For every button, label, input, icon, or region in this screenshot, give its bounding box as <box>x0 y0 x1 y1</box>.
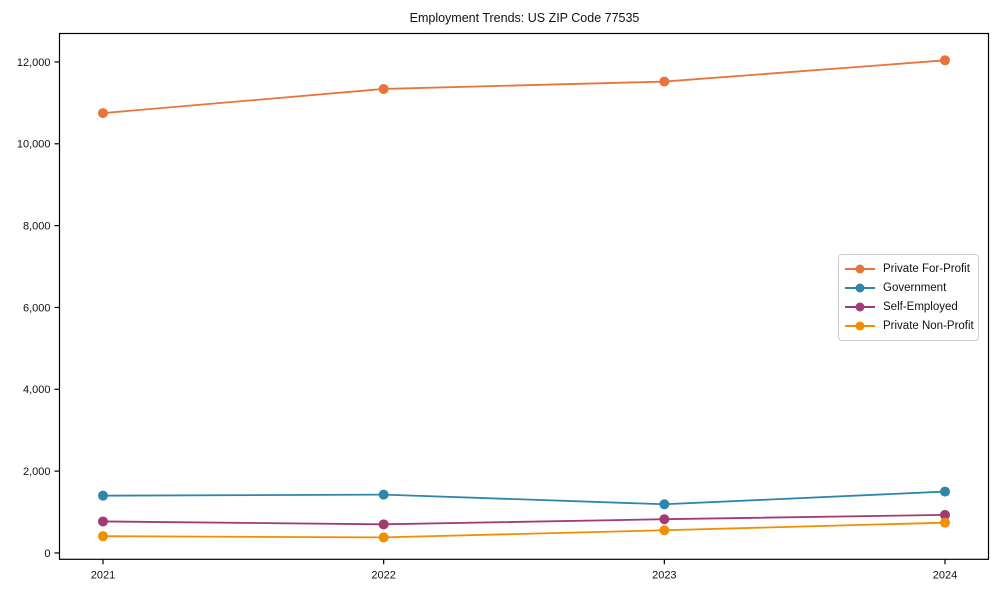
data-point-private-non-profit <box>378 532 389 543</box>
data-point-self-employed <box>659 514 670 525</box>
legend-label: Private Non-Profit <box>883 320 974 333</box>
series-line-government <box>102 490 946 506</box>
data-point-private-for-profit <box>659 76 670 87</box>
data-point-private-for-profit <box>98 108 109 119</box>
x-tick-label: 2022 <box>371 569 395 581</box>
data-point-private-non-profit <box>98 531 109 542</box>
legend-item-private-for-profit: Private For-Profit <box>845 263 974 275</box>
axes-frame <box>58 32 990 560</box>
series-line-self-employed <box>102 514 946 526</box>
legend-item-private-non-profit: Private Non-Profit <box>845 320 974 332</box>
y-tick-label: 12,000 <box>17 57 51 69</box>
y-tick-label: 8,000 <box>23 221 51 233</box>
data-point-self-employed <box>939 509 950 520</box>
chart-title: Employment Trends: US ZIP Code 77535 <box>409 11 640 25</box>
y-tick-label: 0 <box>44 548 50 560</box>
y-tick-label: 4,000 <box>23 384 51 396</box>
y-tick-label: 6,000 <box>23 302 51 314</box>
line-marker-icon <box>845 321 875 332</box>
legend-item-government: Government <box>845 282 974 294</box>
data-point-private-non-profit <box>939 517 950 528</box>
data-point-self-employed <box>98 516 109 527</box>
line-marker-icon <box>845 263 875 274</box>
line-marker-icon <box>845 282 875 293</box>
legend-label: Private For-Profit <box>883 262 970 275</box>
data-point-government <box>939 486 950 497</box>
data-point-government <box>378 489 389 500</box>
legend-label: Self-Employed <box>883 301 958 314</box>
data-point-private-for-profit <box>378 83 389 94</box>
y-tick-label: 2,000 <box>23 466 51 478</box>
y-tick-label: 10,000 <box>17 139 51 151</box>
series-line-private-for-profit <box>102 59 946 114</box>
x-tick-label: 2023 <box>652 569 676 581</box>
x-tick-label: 2021 <box>91 569 115 581</box>
data-point-government <box>98 490 109 501</box>
legend-item-self-employed: Self-Employed <box>845 301 974 313</box>
line-marker-icon <box>845 302 875 313</box>
data-point-self-employed <box>378 519 389 530</box>
x-tick-label: 2024 <box>933 569 957 581</box>
data-point-private-non-profit <box>659 525 670 536</box>
data-point-private-for-profit <box>939 55 950 66</box>
series-line-private-non-profit <box>102 521 946 539</box>
legend-label: Government <box>883 281 947 294</box>
legend: Private For-Profit Government Self-Emplo… <box>838 254 979 341</box>
data-point-government <box>659 499 670 510</box>
